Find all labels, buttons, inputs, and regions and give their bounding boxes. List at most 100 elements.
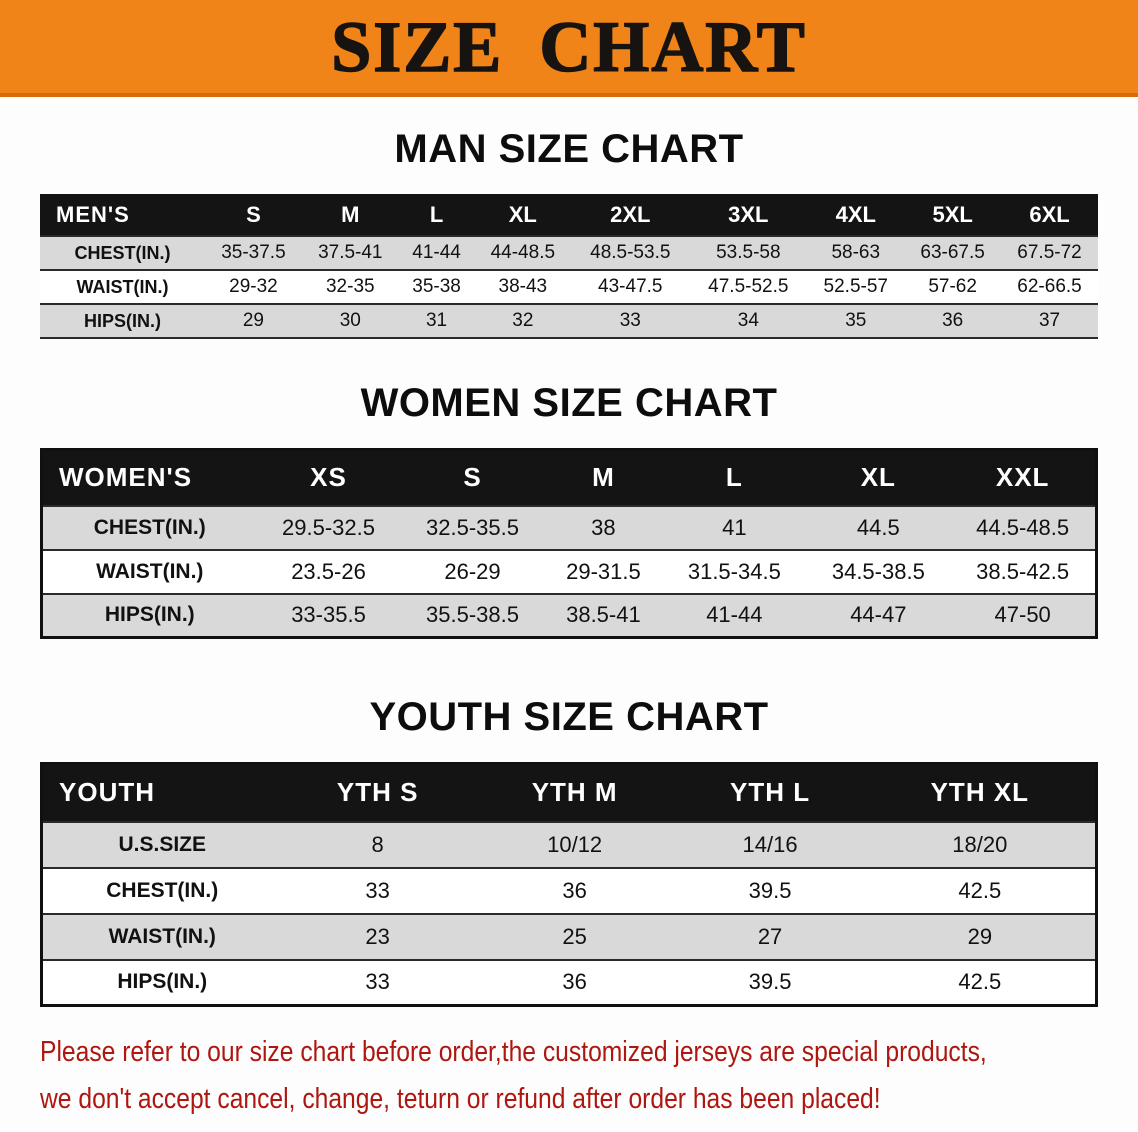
men-hips-row: HIPS(IN.) 29 30 31 32 33 34 35 36 37: [40, 303, 1098, 339]
size-cell: 33: [571, 303, 690, 339]
size-cell: 31: [398, 303, 475, 339]
size-cell: 36: [904, 303, 1002, 339]
size-cell: 63-67.5: [904, 235, 1002, 271]
youth-size-table: YOUTH YTH S YTH M YTH L YTH XL U.S.SIZE …: [40, 762, 1098, 1007]
row-label: HIPS(IN.): [40, 303, 205, 339]
size-header-cell: 4XL: [807, 194, 905, 236]
men-size-table: MEN'S S M L XL 2XL 3XL 4XL 5XL 6XL CHEST…: [40, 194, 1098, 339]
row-label: WAIST(IN.): [41, 548, 257, 594]
youth-section-heading: YOUTH SIZE CHART: [369, 695, 769, 739]
size-header-cell: YTH S: [281, 763, 474, 822]
size-cell: 35.5-38.5: [400, 592, 545, 638]
youth-ussize-row: U.S.SIZE 8 10/12 14/16 18/20: [41, 820, 1097, 868]
size-cell: 41-44: [398, 235, 475, 271]
row-label: HIPS(IN.): [41, 592, 257, 638]
size-cell: 36: [473, 958, 676, 1006]
size-cell: 8: [281, 820, 474, 868]
youth-hips-row: HIPS(IN.) 33 36 39.5 42.5: [41, 958, 1097, 1006]
size-cell: 36: [473, 866, 676, 914]
youth-chest-row: CHEST(IN.) 33 36 39.5 42.5: [41, 866, 1097, 914]
women-header-row: WOMEN'S XS S M L XL XXL: [41, 449, 1097, 506]
men-waist-row: WAIST(IN.) 29-32 32-35 35-38 38-43 43-47…: [40, 269, 1098, 305]
size-cell: 35-37.5: [205, 235, 302, 271]
size-cell: 31.5-34.5: [662, 548, 807, 594]
size-header-cell: L: [398, 194, 475, 236]
size-header-cell: XL: [806, 449, 951, 506]
youth-header-row: YOUTH YTH S YTH M YTH L YTH XL: [41, 763, 1097, 822]
size-cell: 33: [281, 866, 474, 914]
women-hips-row: HIPS(IN.) 33-35.5 35.5-38.5 38.5-41 41-4…: [41, 592, 1097, 638]
size-cell: 32: [474, 303, 572, 339]
size-cell: 14/16: [675, 820, 865, 868]
size-cell: 47.5-52.5: [689, 269, 808, 305]
size-header-cell: S: [400, 449, 545, 506]
women-chest-row: CHEST(IN.) 29.5-32.5 32.5-35.5 38 41 44.…: [41, 504, 1097, 550]
row-label: CHEST(IN.): [41, 504, 257, 550]
size-cell: 32-35: [301, 269, 399, 305]
size-cell: 38.5-41: [544, 592, 663, 638]
size-cell: 29.5-32.5: [256, 504, 401, 550]
size-header-cell: 2XL: [571, 194, 690, 236]
size-cell: 29-32: [205, 269, 302, 305]
men-header-row: MEN'S S M L XL 2XL 3XL 4XL 5XL 6XL: [40, 194, 1098, 236]
size-cell: 38-43: [474, 269, 572, 305]
size-cell: 27: [675, 912, 865, 960]
size-header-cell: M: [544, 449, 663, 506]
size-cell: 52.5-57: [807, 269, 905, 305]
size-cell: 37: [1001, 303, 1098, 339]
size-cell: 32.5-35.5: [400, 504, 545, 550]
size-header-cell: S: [205, 194, 302, 236]
youth-table-title: YOUTH: [41, 763, 282, 822]
size-cell: 26-29: [400, 548, 545, 594]
size-cell: 23: [281, 912, 474, 960]
footer-note-line1: Please refer to our size chart before or…: [40, 1036, 987, 1068]
size-cell: 34: [689, 303, 808, 339]
row-label: WAIST(IN.): [41, 912, 282, 960]
size-cell: 18/20: [864, 820, 1097, 868]
size-cell: 33-35.5: [256, 592, 401, 638]
row-label: U.S.SIZE: [41, 820, 282, 868]
size-cell: 58-63: [807, 235, 905, 271]
size-cell: 37.5-41: [301, 235, 399, 271]
size-cell: 39.5: [675, 866, 865, 914]
youth-waist-row: WAIST(IN.) 23 25 27 29: [41, 912, 1097, 960]
size-cell: 23.5-26: [256, 548, 401, 594]
size-cell: 35: [807, 303, 905, 339]
size-cell: 35-38: [398, 269, 475, 305]
size-header-cell: YTH L: [675, 763, 865, 822]
row-label: CHEST(IN.): [40, 235, 205, 271]
size-header-cell: XL: [474, 194, 572, 236]
size-cell: 44-48.5: [474, 235, 572, 271]
size-cell: 48.5-53.5: [571, 235, 690, 271]
size-cell: 42.5: [864, 958, 1097, 1006]
size-header-cell: YTH XL: [864, 763, 1097, 822]
banner: SIZE CHART: [0, 0, 1138, 97]
women-section-heading: WOMEN SIZE CHART: [360, 381, 778, 425]
size-cell: 57-62: [904, 269, 1002, 305]
size-cell: 42.5: [864, 866, 1097, 914]
size-cell: 53.5-58: [689, 235, 808, 271]
footer-note: Please refer to our size chart before or…: [40, 1029, 1138, 1123]
size-header-cell: 6XL: [1001, 194, 1098, 236]
footer-note-line2: we don't accept cancel, change, teturn o…: [40, 1083, 881, 1115]
size-cell: 44.5-48.5: [950, 504, 1097, 550]
women-table-title: WOMEN'S: [41, 449, 257, 506]
size-cell: 38: [544, 504, 663, 550]
women-size-table: WOMEN'S XS S M L XL XXL CHEST(IN.) 29.5-…: [40, 448, 1098, 639]
men-chest-row: CHEST(IN.) 35-37.5 37.5-41 41-44 44-48.5…: [40, 235, 1098, 271]
size-cell: 44-47: [806, 592, 951, 638]
size-header-cell: XS: [256, 449, 401, 506]
men-section-heading: MAN SIZE CHART: [394, 127, 744, 171]
size-cell: 62-66.5: [1001, 269, 1098, 305]
size-cell: 29: [205, 303, 302, 339]
size-cell: 10/12: [473, 820, 676, 868]
size-cell: 41-44: [662, 592, 807, 638]
size-cell: 25: [473, 912, 676, 960]
page-title: SIZE CHART: [330, 6, 807, 87]
size-cell: 30: [301, 303, 399, 339]
size-cell: 38.5-42.5: [950, 548, 1097, 594]
row-label: CHEST(IN.): [41, 866, 282, 914]
size-cell: 39.5: [675, 958, 865, 1006]
size-header-cell: XXL: [950, 449, 1097, 506]
